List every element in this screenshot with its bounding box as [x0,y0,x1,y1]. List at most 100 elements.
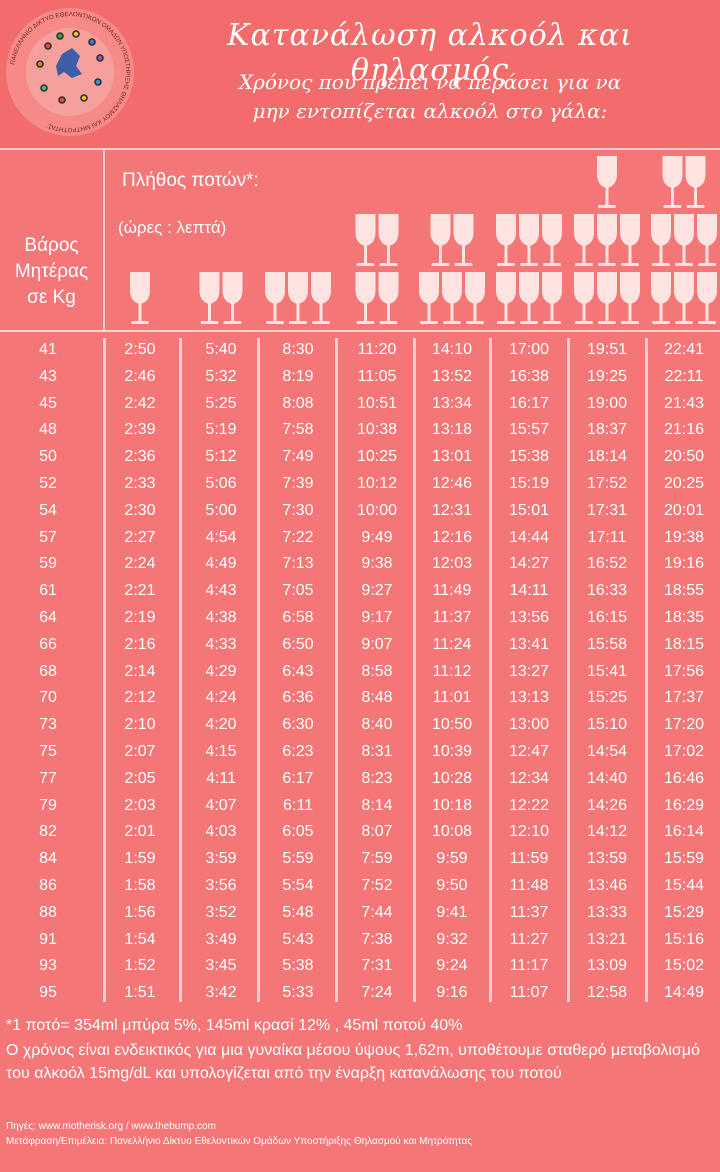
weight-cell: 64 [39,609,57,626]
time-cell: 22:41 [663,341,705,358]
time-cell: 13:46 [586,877,628,894]
table-row: 79 2:03 4:07 6:11 8:14 10:18 12:22 14:26 16:29 [0,793,720,820]
header-row-divider [0,330,720,332]
time-cell: 1:54 [124,930,156,948]
table-row: 48 2:39 5:19 7:58 10:38 13:18 15:57 18:37 21:16 [0,417,720,444]
time-cell: 6:11 [283,796,313,814]
wine-glass-icon [222,272,243,324]
time-cell: 15:44 [663,877,705,894]
weight-cell: 45 [39,394,57,412]
wine-glass-icon [651,272,671,324]
weight-cell: 57 [39,528,57,546]
time-cell: 3:45 [205,957,237,975]
time-cell: 10:38 [356,421,398,439]
time-cell: 8:07 [361,823,393,841]
time-cell: 9:17 [361,609,393,626]
table-row: 77 2:05 4:11 6:17 8:23 10:28 12:34 14:40 16:46 [0,766,720,793]
wine-glass-icon [597,272,617,324]
time-cell: 12:34 [508,769,550,787]
time-cell: 18:35 [663,609,705,626]
weight-header-line: Βάρος [24,235,79,256]
time-cell: 2:14 [124,662,156,680]
time-cell: 11:20 [357,341,397,358]
column-divider [335,338,338,1002]
time-cell: 2:19 [124,609,156,626]
time-cell: 8:48 [361,689,393,707]
time-cell: 7:39 [282,475,314,492]
wine-glass-icon [697,214,717,266]
time-cell: 1:56 [124,903,156,921]
weight-cell: 79 [39,796,57,814]
time-cell: 16:15 [586,609,628,626]
column-divider [489,338,492,1002]
time-cell: 10:00 [356,501,398,519]
time-cell: 20:25 [663,475,705,492]
time-cell: 2:01 [124,823,156,841]
time-cell: 12:31 [431,501,473,519]
table-row: 95 1:51 3:42 5:33 7:24 9:16 11:07 12:58 14:49 [0,980,720,1007]
time-cell: 6:58 [282,609,314,626]
methodology-note: Ο χρόνος είναι ενδεικτικός για μια γυναί… [6,1042,700,1082]
wine-glass-icon [620,214,640,266]
time-cell: 1:52 [124,957,156,975]
sources-line: Πηγές: www.motherisk.org / www.thebump.c… [6,1121,216,1132]
time-cell: 5:32 [205,367,237,385]
time-cell: 11:24 [432,635,472,653]
table-row: 88 1:56 3:52 5:48 7:44 9:41 11:37 13:33 15:29 [0,900,720,927]
time-cell: 4:33 [205,635,237,653]
time-cell: 6:43 [282,662,314,680]
time-cell: 6:50 [282,635,314,653]
weight-cell: 41 [39,341,57,358]
time-cell: 19:16 [663,555,705,573]
wine-glass-icon [355,272,376,324]
time-cell: 12:46 [431,475,473,492]
time-cell: 13:59 [586,850,628,868]
time-cell: 3:49 [205,930,237,948]
table-row: 54 2:30 5:00 7:30 10:00 12:31 15:01 17:31 20:01 [0,498,720,525]
time-cell: 10:08 [431,823,473,841]
column-divider [567,338,570,1002]
time-cell: 12:16 [431,528,473,546]
wine-glass-icon [597,214,617,266]
time-cell: 2:16 [124,635,156,653]
weight-cell: 86 [39,877,57,894]
time-cell: 9:41 [436,903,468,921]
wine-glass-icon [311,272,331,324]
time-cell: 7:22 [282,528,314,546]
time-cell: 2:05 [124,769,156,787]
wine-glass-icon [453,214,474,266]
time-cell: 11:59 [509,850,549,868]
time-cell: 9:27 [361,582,393,600]
wine-glass-icon [430,214,451,266]
time-cell: 2:46 [124,367,156,385]
wine-glass-icon [620,272,640,324]
time-cell: 8:40 [361,716,393,734]
time-format-label: (ώρες : λεπτά) [118,218,227,237]
page-title: Κατανάλωση αλκοόλ και θηλασμός [227,18,633,88]
time-cell: 15:02 [663,957,705,975]
time-cell: 12:22 [508,796,550,814]
time-cell: 14:49 [663,984,705,1002]
table-row: 43 2:46 5:32 8:19 11:05 13:52 16:38 19:25 22:11 [0,364,720,391]
time-cell: 2:33 [124,475,156,492]
time-cell: 3:52 [205,903,237,921]
weight-cell: 88 [39,903,57,921]
time-cell: 2:24 [124,555,156,573]
wine-glass-icon [419,272,439,324]
time-cell: 13:21 [586,930,628,948]
wine-glass-icon [519,272,539,324]
time-cell: 15:59 [663,850,705,868]
time-cell: 11:12 [432,662,472,680]
time-cell: 9:07 [361,635,393,653]
time-cell: 13:13 [508,689,550,707]
time-cell: 10:50 [431,716,473,734]
time-cell: 2:12 [124,689,156,707]
time-cell: 9:49 [361,528,393,546]
time-cell: 4:15 [205,743,237,760]
time-cell: 11:01 [432,689,472,707]
time-cell: 9:16 [436,984,468,1002]
wine-glass-icon [378,214,399,266]
weight-cell: 75 [39,743,57,760]
time-cell: 15:25 [586,689,628,707]
time-cell: 9:50 [436,877,468,894]
